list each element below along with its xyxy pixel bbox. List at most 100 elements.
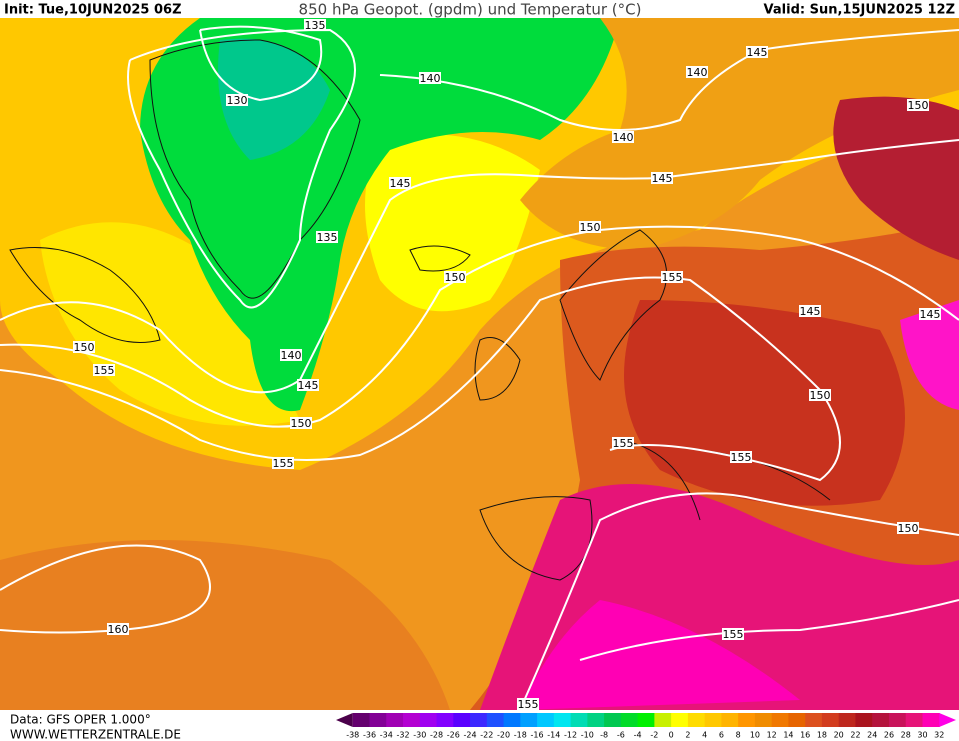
contour-label-box	[290, 417, 312, 429]
contour-label: 150	[810, 389, 831, 402]
colorbar-swatch	[520, 713, 538, 727]
colorbar-swatch	[805, 713, 823, 727]
colorbar-label: 12	[767, 731, 777, 740]
colorbar-swatch	[553, 713, 572, 727]
colorbar-swatch	[403, 713, 421, 727]
colorbar-swatch	[453, 713, 471, 727]
field-ocean-sw	[0, 540, 450, 710]
field-orange-n	[520, 18, 959, 250]
contour-label: 150	[291, 417, 312, 430]
colorbar-swatch	[419, 713, 438, 727]
colorbar-swatch	[888, 713, 907, 727]
contour-label: 155	[273, 457, 294, 470]
colorbar-swatch	[922, 713, 940, 727]
colorbar-label: -18	[514, 731, 527, 740]
contour-label: 130	[227, 94, 248, 107]
colorbar-label: -32	[396, 731, 409, 740]
contour-label-box	[517, 698, 539, 710]
contour-label-box	[107, 623, 129, 635]
colorbar-label: -24	[464, 731, 477, 740]
field-hot-e	[900, 300, 959, 410]
contour-label: 160	[108, 623, 129, 636]
colorbar-label: 32	[934, 731, 944, 740]
colorbar-label: 14	[783, 731, 793, 740]
contour-label-box	[612, 131, 634, 143]
header-bar	[0, 0, 959, 18]
colorbar-swatch	[821, 713, 840, 727]
contour-label-box	[907, 99, 929, 111]
colorbar-label: -4	[634, 731, 642, 740]
colorbar-label: 4	[702, 731, 707, 740]
colorbar-swatch	[905, 713, 923, 727]
coast-iceland	[409, 245, 471, 272]
contour-label-box	[612, 437, 634, 449]
field-colder	[218, 38, 330, 161]
colorbar-swatch	[570, 713, 588, 727]
map-title: 850 hPa Geopot. (gpdm) und Temperatur (°…	[299, 1, 642, 19]
colorbar-label: 2	[685, 731, 690, 740]
colorbar-label: 16	[800, 731, 810, 740]
contour-label: 140	[687, 66, 708, 79]
contour-label: 155	[94, 364, 115, 377]
isohypse	[199, 25, 323, 102]
contour-label: 145	[652, 172, 673, 185]
colorbar-end	[939, 713, 956, 727]
map-field	[0, 18, 959, 710]
init-time: Init: Tue,10JUN2025 06Z	[4, 3, 182, 18]
contour-label-box	[897, 522, 919, 534]
colorbar-label: 8	[736, 731, 741, 740]
contour-label-box	[93, 364, 115, 376]
contour-label: 140	[420, 72, 441, 85]
contour-label-box	[746, 46, 768, 58]
contour-label-box	[722, 628, 744, 640]
valid-time: Valid: Sun,15JUN2025 12Z	[764, 3, 955, 18]
colorbar-label: 28	[901, 731, 911, 740]
colorbar-swatch	[620, 713, 639, 727]
contour-label: 145	[800, 305, 821, 318]
colorbar-label: 0	[669, 731, 674, 740]
contour-label: 155	[518, 698, 539, 711]
colorbar-label: 26	[884, 731, 894, 740]
contour-label-box	[389, 177, 411, 189]
colorbar-label: -30	[413, 731, 426, 740]
site-name: WWW.WETTERZENTRALE.DE	[10, 728, 181, 741]
colorbar-label: 18	[817, 731, 827, 740]
data-source: Data: GFS OPER 1.000°	[10, 713, 151, 727]
colorbar-swatch	[436, 713, 454, 727]
contour-label-box	[297, 379, 319, 391]
contour-label: 145	[920, 308, 941, 321]
contour-label: 155	[731, 451, 752, 464]
colorbar-label: 24	[867, 731, 877, 740]
contour-label: 150	[445, 271, 466, 284]
coast-europe-n	[474, 229, 668, 401]
contour-label-box	[730, 451, 752, 463]
contour-label-box	[226, 94, 248, 106]
colorbar-swatch	[503, 713, 521, 727]
isohypse	[579, 599, 959, 661]
colorbar-label: -22	[480, 731, 493, 740]
colorbar-label: -20	[497, 731, 510, 740]
contour-label: 140	[613, 131, 634, 144]
contour-label: 145	[747, 46, 768, 59]
colorbar-swatch	[369, 713, 387, 727]
isohypse	[0, 276, 841, 482]
colorbar-swatch	[386, 713, 404, 727]
isohypse	[0, 225, 959, 428]
colorbar: -38 -36 -34 -32 -30 -28 -26 -24 -22 -20 -18 -16 -14-…	[336, 713, 956, 740]
contour-label-box	[419, 72, 441, 84]
contour-label-box	[272, 457, 294, 469]
colorbar-label: -28	[430, 731, 443, 740]
colorbar-label: -2	[650, 731, 658, 740]
colorbar-swatch	[788, 713, 806, 727]
colorbar-label: 22	[850, 731, 860, 740]
contour-label: 150	[74, 341, 95, 354]
colorbar-swatch	[537, 713, 555, 727]
colorbar-label: -34	[380, 731, 393, 740]
contour-label-box	[661, 271, 683, 283]
colorbar-label: -6	[617, 731, 625, 740]
colorbar-swatch	[838, 713, 856, 727]
colorbar-label: 20	[834, 731, 844, 740]
contour-labels: 135 130 140 140 140 145 150 145 145 135 150 150 155 1…	[73, 19, 941, 711]
contour-label-box	[651, 172, 673, 184]
